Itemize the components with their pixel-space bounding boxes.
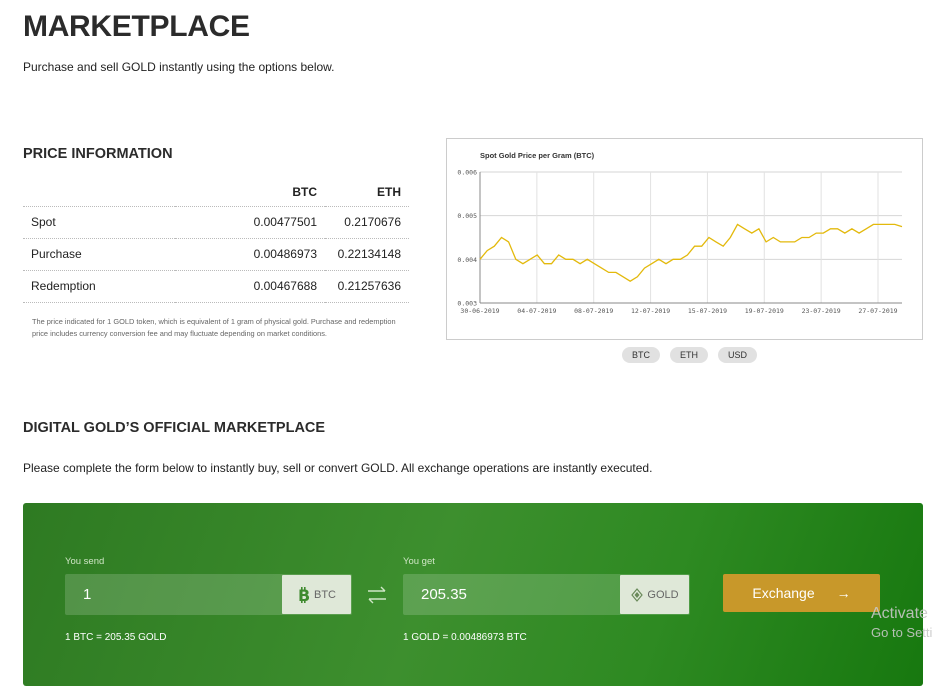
- send-rate: 1 BTC = 205.35 GOLD: [65, 632, 167, 643]
- activate-line-2: Go to Setti: [871, 625, 933, 640]
- price-note: The price indicated for 1 GOLD token, wh…: [32, 317, 396, 338]
- btc-column-header: BTC: [292, 184, 317, 199]
- gold-token-icon: [631, 587, 644, 602]
- chart-x-tick-label: 15-07-2019: [688, 307, 727, 315]
- purchase-btc-value: 0.00486973: [175, 237, 325, 270]
- chart-x-tick-label: 04-07-2019: [517, 307, 556, 315]
- pill-usd[interactable]: USD: [718, 347, 758, 363]
- get-rate: 1 GOLD = 0.00486973 BTC: [403, 632, 527, 643]
- get-field: GOLD: [403, 574, 690, 615]
- eth-column-header: ETH: [377, 184, 401, 199]
- chart-title: Spot Gold Price per Gram (BTC): [480, 151, 595, 160]
- table-row: Spot 0.00477501 0.2170676: [23, 205, 409, 238]
- get-label: You get: [403, 556, 435, 567]
- spot-eth-value: 0.2170676: [325, 205, 409, 238]
- send-field: B BTC: [65, 574, 352, 615]
- activate-line-1: Activate: [871, 605, 928, 622]
- pill-btc[interactable]: BTC: [622, 347, 660, 363]
- svg-text:B: B: [298, 587, 310, 603]
- purchase-eth-value: 0.22134148: [325, 237, 409, 270]
- currency-pills: BTC ETH USD: [622, 347, 758, 363]
- table-row: Redemption 0.00467688 0.21257636: [23, 269, 409, 303]
- page-subtitle: Purchase and sell GOLD instantly using t…: [23, 60, 335, 74]
- price-info-heading: PRICE INFORMATION: [23, 146, 173, 162]
- chart-x-tick-label: 19-07-2019: [745, 307, 784, 315]
- send-currency-selector[interactable]: B BTC: [282, 575, 351, 614]
- gold-price-chart: Spot Gold Price per Gram (BTC) 0.006 0.005…: [446, 138, 923, 340]
- price-table: BTC ETH Spot 0.00477501 0.2170676 Purcha…: [23, 178, 409, 303]
- chart-y-tick-label: 0.006: [457, 169, 477, 177]
- bitcoin-icon: B: [298, 586, 310, 603]
- chart-x-tick-label: 30-06-2019: [460, 307, 499, 315]
- redemption-label: Redemption: [23, 269, 176, 303]
- page-title: MARKETPLACE: [23, 10, 250, 43]
- activate-windows-watermark: Activate Go to Setti: [871, 605, 932, 640]
- table-row: Purchase 0.00486973 0.22134148: [23, 237, 409, 270]
- send-amount-input[interactable]: [83, 586, 273, 603]
- exchange-button[interactable]: Exchange →: [723, 574, 880, 612]
- pill-eth[interactable]: ETH: [670, 347, 708, 363]
- marketplace-description: Please complete the form below to instan…: [23, 461, 653, 475]
- get-currency-label: GOLD: [647, 588, 679, 601]
- chart-y-tick-label: 0.005: [457, 212, 477, 220]
- purchase-label: Purchase: [23, 237, 176, 270]
- get-amount-input[interactable]: [421, 586, 611, 603]
- chart-y-tick-label: 0.004: [457, 256, 477, 264]
- chart-x-tick-label: 08-07-2019: [574, 307, 613, 315]
- chart-y-tick-label: 0.003: [457, 300, 477, 308]
- spot-label: Spot: [23, 205, 176, 238]
- exchange-panel: You send B BTC 1 BTC = 205.35 GOLD You g…: [23, 503, 923, 686]
- row-label-header: [23, 178, 175, 206]
- chart-x-tick-label: 27-07-2019: [858, 307, 897, 315]
- chart-series-line: [479, 223, 903, 282]
- chart-x-tick-label: 23-07-2019: [802, 307, 841, 315]
- chart-x-tick-label: 12-07-2019: [631, 307, 670, 315]
- swap-arrows-icon[interactable]: [365, 585, 389, 605]
- chart-svg: Spot Gold Price per Gram (BTC) 0.006 0.005…: [457, 151, 903, 315]
- send-currency-label: BTC: [314, 588, 336, 601]
- get-currency-selector[interactable]: GOLD: [620, 575, 689, 614]
- marketplace-heading: DIGITAL GOLD’S OFFICIAL MARKETPLACE: [23, 420, 326, 436]
- send-label: You send: [65, 556, 105, 567]
- redemption-btc-value: 0.00467688: [175, 269, 325, 303]
- exchange-button-label: Exchange: [752, 585, 815, 601]
- spot-btc-value: 0.00477501: [175, 205, 325, 238]
- redemption-eth-value: 0.21257636: [325, 269, 409, 303]
- arrow-right-icon: →: [836, 585, 851, 601]
